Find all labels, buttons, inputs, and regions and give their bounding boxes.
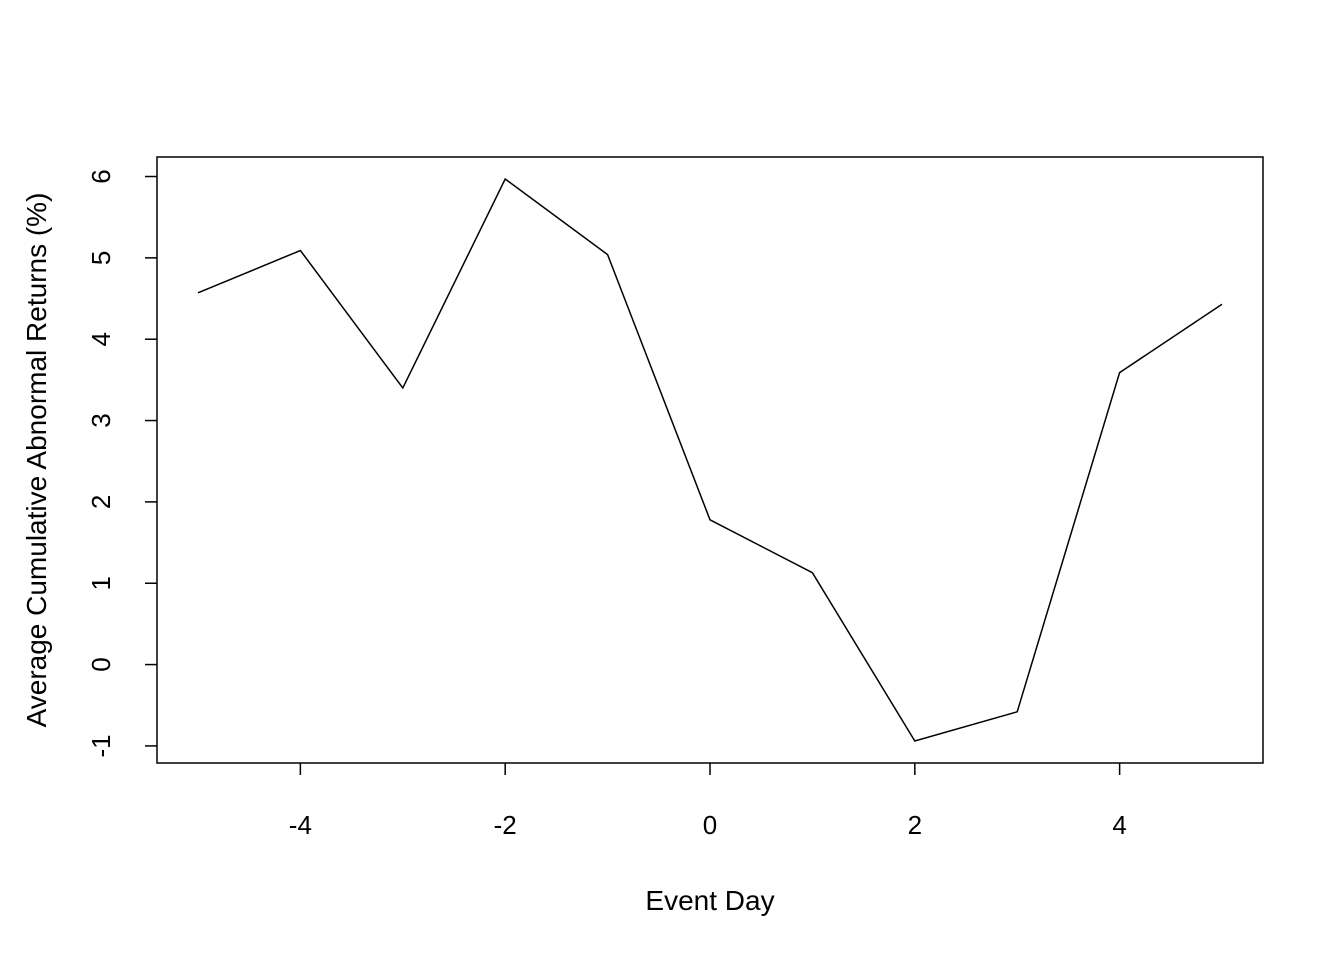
x-tick-label: 0 xyxy=(703,810,717,840)
series-line xyxy=(198,179,1222,741)
y-axis: -1 0 1 2 3 4 5 6 xyxy=(86,169,157,757)
y-tick-label: 2 xyxy=(86,495,116,509)
y-axis-label: Average Cumulative Abnormal Returns (%) xyxy=(21,193,52,728)
plot-frame xyxy=(157,157,1263,763)
y-tick-label: 5 xyxy=(86,251,116,265)
x-axis-label: Event Day xyxy=(645,885,774,916)
y-tick-label: 3 xyxy=(86,413,116,427)
x-tick-label: -4 xyxy=(289,810,312,840)
y-tick-label: 0 xyxy=(86,657,116,671)
x-tick-label: -2 xyxy=(494,810,517,840)
plot-area xyxy=(157,157,1263,763)
y-tick-label: 1 xyxy=(86,576,116,590)
y-tick-label: 6 xyxy=(86,169,116,183)
x-axis: -4 -2 0 2 4 xyxy=(289,763,1127,840)
x-tick-label: 2 xyxy=(908,810,922,840)
x-tick-label: 4 xyxy=(1112,810,1126,840)
y-tick-label: -1 xyxy=(86,734,116,757)
y-tick-label: 4 xyxy=(86,332,116,346)
